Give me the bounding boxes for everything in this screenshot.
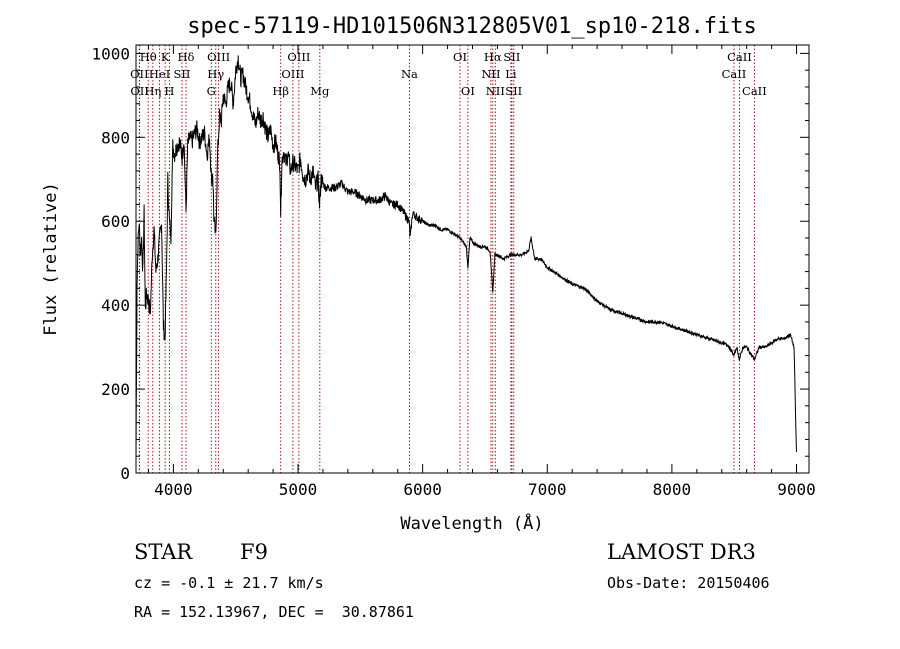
x-axis-label: Wavelength (Å) [400,512,543,534]
line-label-27: CaII [742,84,767,98]
x-tick-label-0: 4000 [154,480,193,499]
line-label-4: HeI [149,67,170,81]
coordinates-readout: RA = 152.13967, DEC = 30.87861 [134,603,414,621]
y-tick-label-2: 400 [101,296,130,315]
object-subclass: F9 [240,540,268,564]
y-axis-label: Flux (relative) [41,182,61,336]
line-label-12: Hβ [272,84,289,98]
x-tick-label-2: 6000 [403,480,442,499]
y-tick-label-3: 600 [101,212,130,231]
observation-date: Obs-Date: 20150406 [607,574,770,592]
plot-frame [135,44,810,474]
line-label-0: Hθ [140,50,157,64]
x-tick-label-4: 8000 [653,480,692,499]
y-tick-label-0: 0 [120,464,130,483]
line-label-21: NII [486,84,505,98]
line-label-3: OII [130,84,149,98]
x-tick-label-1: 5000 [279,480,318,499]
line-label-10: Hγ [207,67,224,81]
line-label-9: G [207,84,216,98]
x-tick-label-5: 9000 [777,480,816,499]
y-axis: 0 200 400 600 800 1000 [91,44,809,483]
spectral-line-markers [138,45,755,473]
redshift-readout: cz = -0.1 ± 21.7 km/s [134,574,324,592]
line-label-6: H [164,84,174,98]
y-tick-label-5: 1000 [91,44,130,63]
survey-name: LAMOST DR3 [607,540,756,564]
line-label-24: SII [505,84,522,98]
line-label-23: SII [503,50,520,64]
line-label-5: K [161,50,170,64]
line-label-2: OII [130,67,149,81]
spectrum-series-line [135,55,797,461]
line-label-11: OIII [207,50,230,64]
line-label-26: CaII [727,50,752,64]
x-tick-label-3: 7000 [528,480,567,499]
line-label-15: Mg [310,84,330,98]
spectral-line-labels: HθHηOIIOIIHeIKHSIIHδGHγOIIIHβOIIIOIIIMgN… [130,50,767,98]
line-label-8: Hδ [177,50,194,64]
line-label-20: Hα [484,50,502,64]
y-tick-label-1: 200 [101,380,130,399]
x-axis: 4000 5000 6000 7000 8000 9000 [147,45,816,499]
line-label-1: Hη [144,84,161,98]
line-label-18: OI [461,84,475,98]
y-tick-label-4: 800 [101,128,130,147]
line-label-13: OIII [281,67,304,81]
line-label-25: CaII [722,67,747,81]
line-label-22: Li [505,67,517,81]
line-label-19: NII [481,67,500,81]
line-label-17: OI [453,50,467,64]
line-label-7: SII [174,67,191,81]
line-label-16: Na [401,67,418,81]
object-class: STAR [134,540,193,564]
chart-title: spec-57119-HD101506N312805V01_sp10-218.f… [187,14,757,39]
line-label-14: OIII [287,50,310,64]
